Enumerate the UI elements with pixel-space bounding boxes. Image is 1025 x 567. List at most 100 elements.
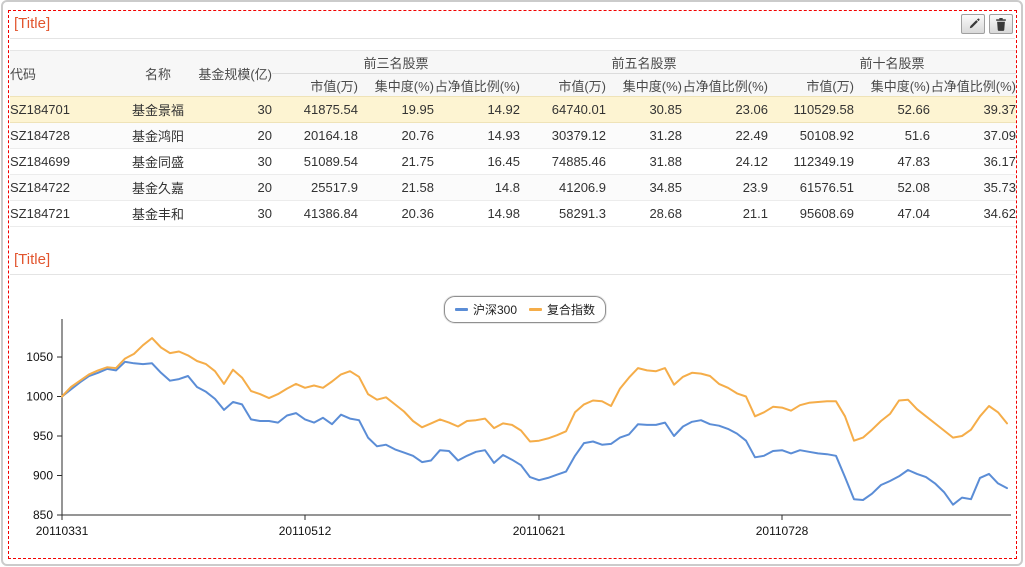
value-cell: 14.8 [434, 174, 520, 201]
sub-header-nav-ratio: 占净值比例(%) [682, 73, 768, 97]
title-divider [10, 38, 1015, 39]
title-divider [10, 274, 1015, 275]
value-cell: 64740.01 [520, 96, 606, 123]
value-cell: 23.06 [682, 96, 768, 123]
legend-label-hs300: 沪深300 [473, 303, 518, 317]
sub-header-concentration: 集中度(%) [854, 73, 930, 97]
chart-area: 850 900 950 1000 1050 20110331 20110512 2011062… [10, 284, 1015, 552]
sub-header-concentration: 集中度(%) [358, 73, 434, 97]
value-cell: 20164.18 [272, 122, 358, 149]
value-cell: 41206.9 [520, 174, 606, 201]
legend-label-composite: 复合指数 [547, 303, 596, 317]
value-cell: 23.9 [682, 174, 768, 201]
value-cell: 41386.84 [272, 200, 358, 227]
fund-scale-cell: 20 [194, 122, 272, 149]
value-cell: 20.76 [358, 122, 434, 149]
value-cell: 20.36 [358, 200, 434, 227]
value-cell: 52.66 [854, 96, 930, 123]
table-row[interactable]: SZ184728 基金鸿阳 20 20164.18 20.76 14.93 30379.12… [10, 122, 1016, 149]
delete-button[interactable] [989, 14, 1013, 34]
fund-code-cell: SZ184721 [10, 200, 122, 227]
x-tick-label: 20110621 [513, 524, 566, 538]
chart-widget: [Title] 850 900 950 1000 1050 20110331 2011051… [9, 251, 1016, 552]
legend-item-hs300[interactable]: 沪深300 [455, 301, 517, 318]
value-cell: 58291.3 [520, 200, 606, 227]
fund-scale-cell: 30 [194, 148, 272, 175]
chart-widget-title: [Title] [14, 251, 51, 268]
sub-header-concentration: 集中度(%) [606, 73, 682, 97]
sub-header-mktcap: 市值(万) [520, 73, 606, 97]
col-header-name: 名称 [122, 50, 194, 97]
line-chart: 850 900 950 1000 1050 20110331 20110512 2011062… [26, 319, 1011, 538]
y-tick-label: 900 [33, 469, 53, 483]
fund-name-cell: 基金久嘉 [122, 174, 194, 201]
value-cell: 22.49 [682, 122, 768, 149]
pencil-icon [969, 18, 980, 28]
value-cell: 36.17 [930, 148, 1016, 175]
sub-header-mktcap: 市值(万) [272, 73, 358, 97]
value-cell: 74885.46 [520, 148, 606, 175]
col-header-scale: 基金规模(亿) [194, 50, 272, 97]
legend-dash-hs300 [455, 308, 468, 311]
series-line-1 [61, 337, 1008, 443]
value-cell: 51089.54 [272, 148, 358, 175]
x-tick-label: 20110728 [756, 524, 809, 538]
edit-button[interactable] [961, 14, 985, 34]
table-row[interactable]: SZ184701 基金景福 30 41875.54 19.95 14.92 64740.01… [10, 96, 1016, 123]
value-cell: 24.12 [682, 148, 768, 175]
fund-name-cell: 基金丰和 [122, 200, 194, 227]
value-cell: 31.88 [606, 148, 682, 175]
fund-scale-cell: 20 [194, 174, 272, 201]
fund-scale-cell: 30 [194, 96, 272, 123]
dashed-selection-border: [Title] 代码 名称 基金规模(亿) 前三名股票 前五名股票 [8, 10, 1017, 559]
value-cell: 52.08 [854, 174, 930, 201]
table-row[interactable]: SZ184721 基金丰和 30 41386.84 20.36 14.98 58291.3 2… [10, 200, 1016, 227]
value-cell: 112349.19 [768, 148, 854, 175]
value-cell: 41875.54 [272, 96, 358, 123]
value-cell: 25517.9 [272, 174, 358, 201]
legend-dash-composite [529, 308, 543, 311]
value-cell: 95608.69 [768, 200, 854, 227]
value-cell: 50108.92 [768, 122, 854, 149]
fund-code-cell: SZ184722 [10, 174, 122, 201]
x-tick-label: 20110331 [36, 524, 89, 538]
fund-code-cell: SZ184728 [10, 122, 122, 149]
legend-item-composite[interactable]: 复合指数 [529, 301, 595, 318]
value-cell: 47.04 [854, 200, 930, 227]
value-cell: 51.6 [854, 122, 930, 149]
y-tick-label: 1000 [26, 390, 53, 404]
fund-code-cell: SZ184699 [10, 148, 122, 175]
table-row[interactable]: SZ184722 基金久嘉 20 25517.9 21.58 14.8 41206.9 34.… [10, 174, 1016, 201]
value-cell: 30379.12 [520, 122, 606, 149]
table-widget: [Title] 代码 名称 基金规模(亿) 前三名股票 前五名股票 [9, 15, 1016, 227]
value-cell: 61576.51 [768, 174, 854, 201]
fund-scale-cell: 30 [194, 200, 272, 227]
series-line-0 [61, 360, 1008, 506]
value-cell: 37.09 [930, 122, 1016, 149]
value-cell: 39.37 [930, 96, 1016, 123]
chart-legend: 沪深300 复合指数 [444, 296, 607, 323]
group-header-top5: 前五名股票 [520, 50, 768, 74]
value-cell: 110529.58 [768, 96, 854, 123]
value-cell: 16.45 [434, 148, 520, 175]
col-header-code: 代码 [10, 50, 122, 97]
value-cell: 21.1 [682, 200, 768, 227]
fund-name-cell: 基金鸿阳 [122, 122, 194, 149]
value-cell: 47.83 [854, 148, 930, 175]
y-tick-label: 850 [33, 508, 53, 522]
fund-name-cell: 基金同盛 [122, 148, 194, 175]
value-cell: 14.98 [434, 200, 520, 227]
trash-icon [996, 17, 1006, 31]
y-tick-label: 1050 [26, 350, 53, 364]
fund-holdings-table: 代码 名称 基金规模(亿) 前三名股票 前五名股票 前十名股票 市值(万) 集中… [10, 50, 1016, 227]
x-tick-label: 20110512 [279, 524, 332, 538]
fund-name-cell: 基金景福 [122, 96, 194, 123]
fund-code-cell: SZ184701 [10, 96, 122, 123]
y-tick-label: 950 [33, 429, 53, 443]
table-row[interactable]: SZ184699 基金同盛 30 51089.54 21.75 16.45 74885.46… [10, 148, 1016, 175]
value-cell: 30.85 [606, 96, 682, 123]
value-cell: 21.75 [358, 148, 434, 175]
group-header-top10: 前十名股票 [768, 50, 1016, 74]
value-cell: 21.58 [358, 174, 434, 201]
